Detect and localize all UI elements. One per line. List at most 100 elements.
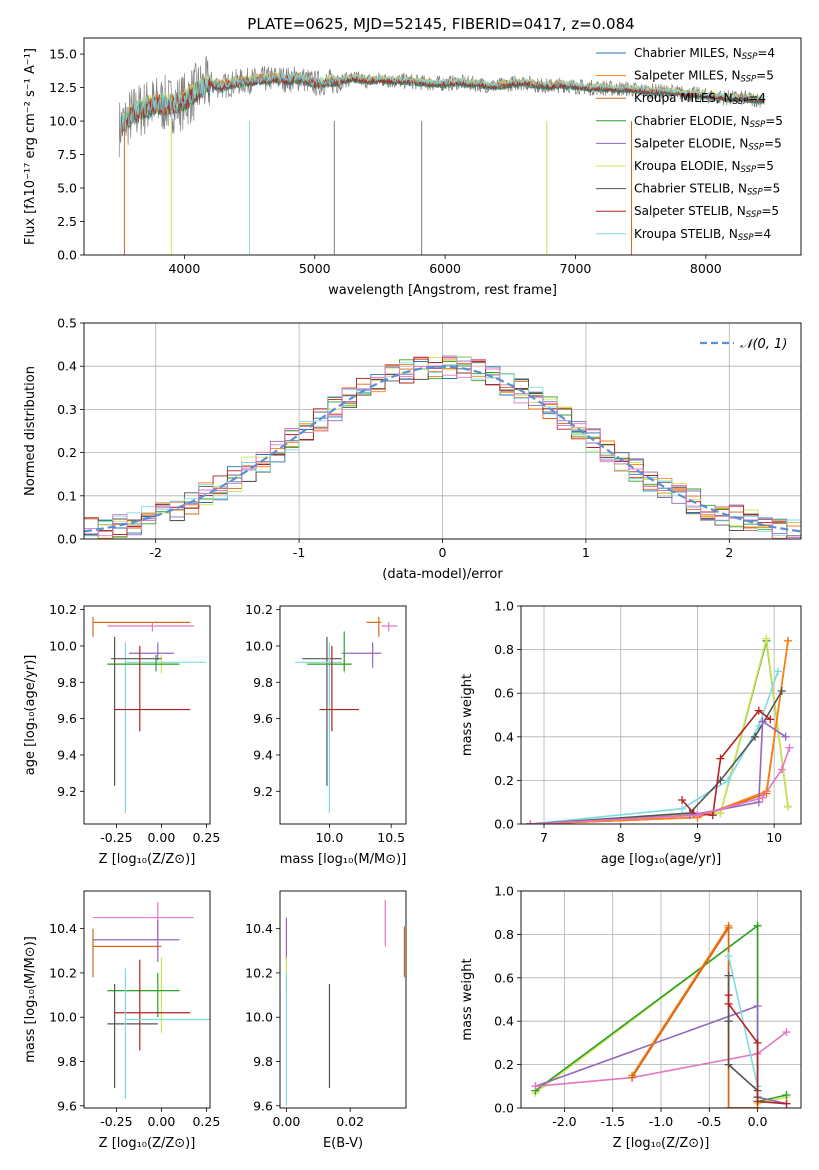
x-tick-label: 9 — [693, 830, 701, 845]
plus-marker — [762, 634, 771, 643]
x-tick-label: 0.02 — [336, 1114, 364, 1129]
y-tick-label: 0.0 — [57, 248, 77, 263]
panel-mass_vs_Z: -0.25 0.00 0.25 9.6 9.8 10.0 10.2 10.4 Z [log₁₀(… — [23, 890, 220, 1151]
x-axis-label: Z [log₁₀(Z/Z⊙)] — [99, 1136, 196, 1151]
y-tick-label: 0.6 — [494, 970, 514, 985]
plus-marker — [753, 1038, 762, 1047]
axes-frame — [279, 890, 407, 1109]
plus-marker — [678, 804, 687, 813]
legend-label: Salpeter MILES, NSSP=5 — [634, 69, 774, 85]
y-tick-label: 10.0 — [245, 638, 273, 653]
y-tick-label: 9.2 — [57, 784, 77, 799]
plus-marker — [724, 776, 733, 785]
errorbar-point — [294, 642, 342, 814]
panel-massweight_vs_age: 7 8 9 10 0.0 0.2 0.4 0.6 0.8 1.0 age [log₁₀(age/yr… — [460, 599, 802, 867]
errorbar-point — [107, 655, 180, 672]
plus-marker — [785, 743, 794, 752]
plus-marker — [777, 687, 786, 696]
axes-frame — [83, 37, 802, 256]
x-tick-label: 8 — [617, 830, 625, 845]
plus-marker — [724, 1017, 733, 1026]
model-spectrum-line — [121, 72, 765, 130]
model-spectrum-line — [121, 75, 765, 137]
y-tick-label: 9.8 — [253, 1054, 273, 1069]
plus-marker — [750, 732, 759, 741]
y-tick-label: 1.0 — [494, 599, 514, 614]
y-tick-label: 0.0 — [57, 532, 77, 547]
errorbar-point — [319, 645, 360, 732]
panel-massweight_vs_Z: -2.0 -1.5 -1.0 -0.5 0.0 0.0 0.2 0.4 0.6 0.8 1.0 Z [… — [460, 884, 802, 1151]
plot-area — [118, 55, 765, 255]
legend-label: Kroupa ELODIE, NSSP=5 — [634, 159, 774, 175]
y-tick-label: 0.0 — [494, 817, 514, 832]
mass-weight-series — [526, 667, 782, 824]
y-tick-label: 9.6 — [253, 711, 273, 726]
mass-weight-series — [628, 923, 762, 1108]
errorbar-point — [124, 968, 210, 1100]
plus-marker — [782, 1028, 791, 1037]
x-tick-label: 7 — [540, 830, 548, 845]
plot-area — [526, 634, 794, 824]
x-tick-label: -1.5 — [601, 1114, 625, 1129]
x-tick-label: 10.0 — [315, 830, 343, 845]
y-tick-label: 15.0 — [49, 47, 77, 62]
y-tick-label: 9.6 — [57, 1098, 77, 1113]
errorbar-point — [107, 972, 180, 1018]
errorbar-point — [114, 645, 191, 732]
legend-label: Kroupa STELIB, NSSP=4 — [634, 227, 771, 243]
histogram-step-line — [84, 358, 801, 539]
legend-label: Chabrier ELODIE, NSSP=5 — [634, 114, 783, 130]
x-tick-label: 0.00 — [147, 830, 175, 845]
x-tick-label: 2 — [725, 545, 733, 560]
plus-marker — [724, 1104, 733, 1108]
plus-marker — [724, 971, 733, 980]
errorbar-point — [129, 642, 174, 661]
x-axis-label: E(B-V) — [323, 1136, 363, 1151]
mass-weight-series — [724, 952, 762, 1102]
mass-weight-series — [724, 991, 791, 1108]
y-tick-label: 10.2 — [245, 965, 273, 980]
x-tick-label: 0.25 — [192, 830, 220, 845]
x-tick-label: 4000 — [168, 261, 200, 276]
plus-marker — [526, 820, 535, 824]
legend-label: 𝒩(0, 1) — [740, 337, 787, 352]
panel-age_vs_Z: -0.25 0.00 0.25 9.2 9.4 9.6 9.8 10.0 10.2 Z [log₁… — [23, 602, 220, 867]
y-tick-label: 10.0 — [245, 1010, 273, 1025]
plus-marker — [693, 811, 702, 820]
y-tick-label: 0.8 — [494, 927, 514, 942]
panel-spectrum: 4000 5000 6000 7000 8000 0.0 2.5 5.0 7.5 10.0 12.5… — [23, 37, 802, 298]
plot-area — [84, 355, 801, 539]
plus-marker — [754, 706, 763, 715]
y-tick-label: 0.8 — [494, 642, 514, 657]
y-tick-label: 0.2 — [57, 445, 77, 460]
legend-label: Salpeter STELIB, NSSP=5 — [634, 204, 779, 220]
plus-marker — [773, 667, 782, 676]
errorbar-point — [107, 957, 162, 1033]
mass-weight-series — [526, 687, 786, 824]
y-tick-label: 12.5 — [49, 80, 77, 95]
y-tick-label: 10.0 — [49, 114, 77, 129]
y-tick-label: 0.4 — [494, 1014, 514, 1029]
axes-frame — [83, 322, 802, 540]
legend-label: Chabrier MILES, NSSP=4 — [634, 46, 775, 62]
x-tick-label: 7000 — [560, 261, 592, 276]
x-tick-label: 8000 — [690, 261, 722, 276]
plus-marker — [783, 802, 792, 811]
observed-spectrum-line — [118, 55, 765, 158]
errorbar-point — [111, 636, 162, 786]
legend: Chabrier MILES, NSSP=4 Salpeter MILES, NS… — [596, 46, 783, 243]
errorbar-point — [93, 902, 194, 951]
y-tick-label: 9.2 — [253, 784, 273, 799]
errorbar-point — [302, 636, 342, 786]
mass-weight-series — [526, 743, 794, 824]
x-tick-label: -2 — [149, 545, 161, 560]
x-tick-label: 10 — [766, 830, 782, 845]
y-tick-label: 0.6 — [494, 686, 514, 701]
y-tick-label: 0.0 — [494, 1101, 514, 1116]
x-tick-label: -1 — [293, 545, 305, 560]
plus-marker — [678, 796, 687, 805]
y-tick-label: 10.2 — [49, 602, 77, 617]
plot-area — [92, 616, 207, 814]
errorbar-point — [366, 616, 382, 637]
